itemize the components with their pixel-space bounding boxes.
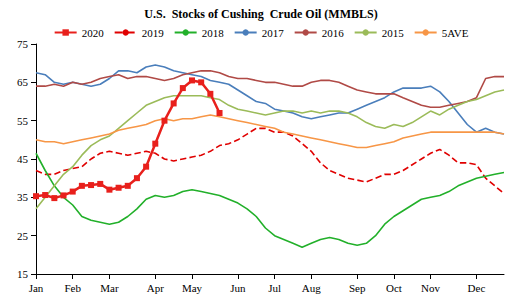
svg-text:Oct: Oct (386, 282, 402, 294)
svg-text:2017: 2017 (262, 27, 285, 39)
svg-text:U.S. Stocks of Cushing Crude: U.S. Stocks of Cushing Crude Oil (MMBLS) (144, 7, 377, 21)
svg-text:25: 25 (17, 230, 29, 242)
svg-text:Jan: Jan (29, 282, 44, 294)
svg-text:2016: 2016 (322, 27, 345, 39)
svg-text:Jun: Jun (230, 282, 246, 294)
svg-text:5AVE: 5AVE (442, 27, 469, 39)
svg-text:35: 35 (17, 191, 29, 203)
svg-text:65: 65 (17, 76, 29, 88)
svg-text:2019: 2019 (142, 27, 165, 39)
svg-text:Sep: Sep (349, 282, 366, 294)
svg-text:Jul: Jul (268, 282, 281, 294)
svg-text:Feb: Feb (64, 282, 81, 294)
svg-text:2020: 2020 (82, 27, 105, 39)
svg-text:Aug: Aug (302, 282, 321, 294)
svg-text:Nov: Nov (421, 282, 440, 294)
svg-text:55: 55 (17, 115, 29, 127)
svg-text:May: May (182, 282, 203, 294)
svg-text:Dec: Dec (468, 282, 486, 294)
svg-text:2018: 2018 (202, 27, 225, 39)
svg-text:2015: 2015 (382, 27, 405, 39)
svg-text:Apr: Apr (147, 282, 164, 294)
svg-text:45: 45 (17, 153, 29, 165)
svg-text:Mar: Mar (100, 282, 119, 294)
svg-text:75: 75 (17, 38, 29, 50)
svg-text:15: 15 (17, 268, 29, 280)
